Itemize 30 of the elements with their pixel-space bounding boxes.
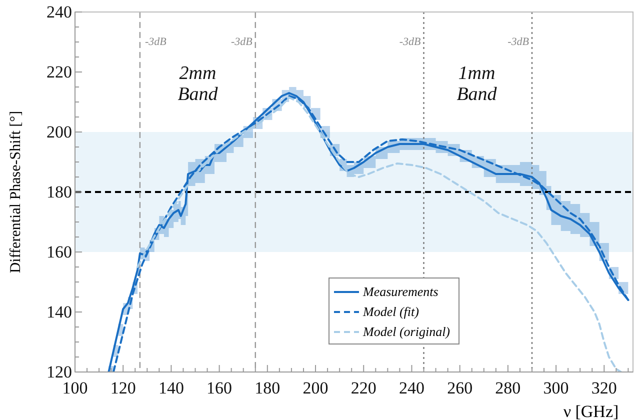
y-tick-label: 200 — [46, 122, 72, 142]
y-tick-label: 180 — [46, 182, 72, 202]
x-tick-label: 180 — [254, 378, 280, 398]
annotation: 2mm Band — [178, 63, 218, 105]
x-tick-label: 140 — [158, 378, 184, 398]
y-tick-label: 240 — [46, 2, 72, 22]
x-tick-label: 320 — [591, 378, 617, 398]
y-tick-label: 160 — [46, 242, 72, 262]
x-tick-label: 260 — [447, 378, 473, 398]
y-tick-label: 220 — [46, 62, 72, 82]
y-tick-label: 140 — [46, 302, 72, 322]
annotation: 1mm Band — [456, 63, 498, 105]
ref-line-label: -3dB — [399, 36, 422, 48]
x-tick-label: 240 — [398, 378, 424, 398]
ref-line-label: -3dB — [508, 36, 530, 48]
x-tick-label: 280 — [495, 378, 521, 398]
legend-label: Model (original) — [362, 324, 450, 339]
ref-line-label: -3dB — [230, 36, 253, 48]
x-tick-label: 120 — [110, 378, 136, 398]
legend-label: Measurements — [362, 284, 438, 299]
x-tick-label: 200 — [302, 378, 328, 398]
ref-line-label: -3dB — [144, 36, 167, 48]
x-tick-label: 100 — [62, 378, 88, 398]
y-tick-label: 120 — [46, 362, 72, 382]
x-tick-label: 300 — [543, 378, 569, 398]
x-axis-title: ν [GHz] — [563, 402, 619, 420]
x-tick-label: 160 — [206, 378, 232, 398]
y-axis-title: Differential Phase-Shift [°] — [8, 110, 24, 274]
x-tick-label: 220 — [350, 378, 376, 398]
legend-label: Model (fit) — [362, 304, 419, 319]
